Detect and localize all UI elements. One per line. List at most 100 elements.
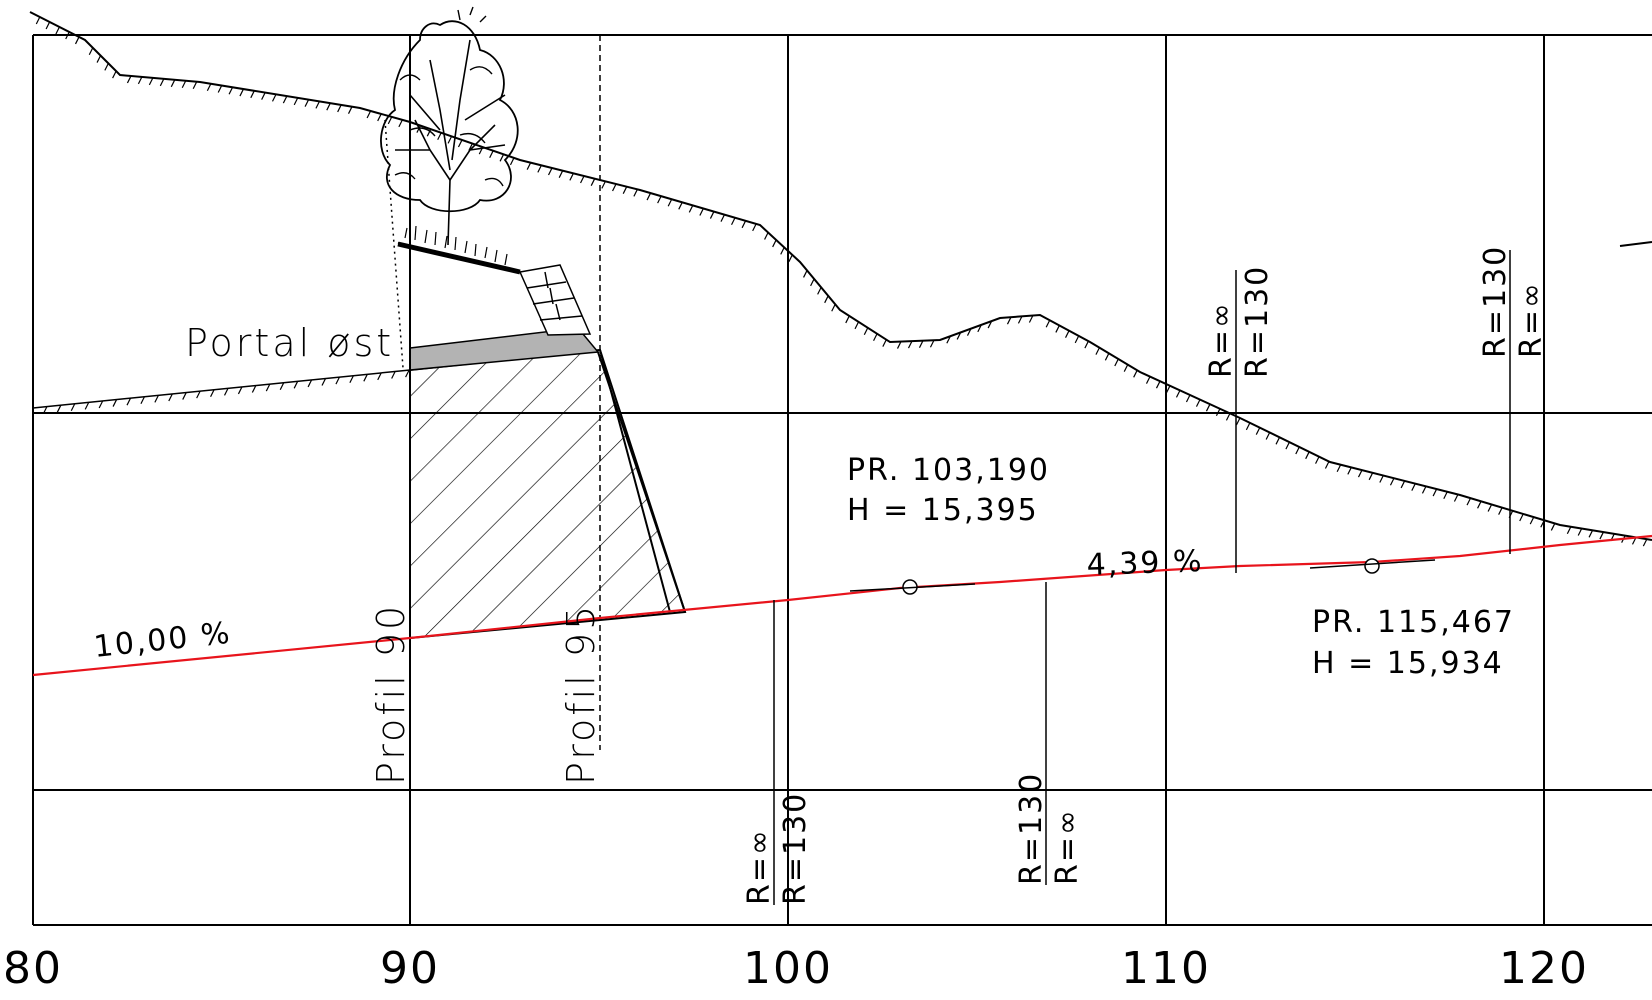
vpi-height-1: H = 15,395 — [847, 493, 1039, 528]
hatch-tick — [1432, 488, 1438, 497]
hatch-tick — [622, 186, 628, 194]
hatch-tick — [601, 181, 606, 189]
x-tick-label: 120 — [1499, 943, 1589, 994]
hatch-tick — [1421, 486, 1427, 494]
hatch-tick — [337, 104, 342, 113]
x-tick-label: 110 — [1121, 943, 1211, 994]
hatch-tick — [1540, 520, 1545, 528]
hatch-tick — [1498, 507, 1503, 515]
hatch-tick — [154, 395, 159, 403]
hatch-tick — [817, 287, 822, 295]
hatch-tick — [1588, 530, 1594, 538]
curve-label-2-top: R=130 — [1014, 772, 1049, 885]
hatch-tick — [182, 392, 187, 400]
hatch-tick — [1389, 477, 1395, 486]
hatch-tick — [569, 173, 574, 181]
hatch-tick — [741, 220, 747, 229]
hatch-tick — [148, 77, 154, 86]
hatch-tick — [1145, 376, 1151, 384]
x-tick-label: 90 — [380, 943, 440, 994]
hatch-tick — [1487, 504, 1493, 512]
hatch-tick — [1195, 399, 1201, 407]
hatch-tick — [612, 183, 617, 192]
hatch-tick — [526, 162, 532, 170]
terrain-profile — [29, 11, 1652, 547]
hatch-tick — [1453, 494, 1459, 502]
hatch-tick — [1477, 501, 1482, 509]
hatch-tick — [1006, 316, 1012, 325]
hatch-tick — [405, 369, 410, 378]
hatch-tick — [509, 157, 515, 166]
curve-marker-lines — [773, 250, 1511, 905]
hatch-tick — [363, 374, 368, 382]
hatch-tick — [98, 400, 104, 409]
hatch-tick — [35, 16, 41, 25]
vpi-station-1: PR. 103,190 — [847, 453, 1050, 488]
x-tick-label: 100 — [743, 943, 833, 994]
hatch-tick — [489, 150, 494, 159]
portal-structure — [397, 241, 687, 640]
hatch-tick — [223, 388, 229, 396]
hatch-tick — [1315, 456, 1320, 464]
hatch-tick — [45, 21, 51, 30]
hatch-tick — [499, 154, 505, 162]
hatch-tick — [709, 211, 715, 219]
hatch-tick — [1336, 464, 1342, 472]
hatch-tick — [764, 232, 769, 240]
hatch-tick — [126, 75, 132, 84]
existing-ground-line — [32, 119, 411, 414]
hatch-tick — [966, 328, 972, 336]
hatch-tick — [1368, 472, 1374, 481]
hatch-tick — [1245, 422, 1251, 431]
hatch-tick — [416, 125, 421, 133]
hatch-tick — [1104, 353, 1110, 361]
hatch-tick — [780, 247, 785, 255]
hatch-tick — [579, 175, 585, 184]
hatch-tick — [831, 303, 836, 312]
hatch-tick — [181, 80, 187, 89]
hatch-tick — [1550, 523, 1556, 531]
profile-label-95: Profil 95 — [559, 603, 603, 785]
hatch-tick — [1235, 417, 1241, 426]
hatch-tick — [929, 339, 935, 348]
hatch-tick — [1519, 513, 1524, 522]
hatch-tick — [293, 381, 299, 389]
hatch-tick — [1155, 380, 1161, 389]
hatch-tick — [810, 278, 815, 287]
hatch-tick — [845, 315, 850, 324]
curve-label-4-bottom: R=∞ — [1514, 281, 1549, 358]
hatch-tick — [907, 340, 913, 349]
hatch-tick — [657, 195, 662, 204]
hatch-tick — [1255, 427, 1261, 435]
hatch-tick — [261, 92, 266, 100]
hatch-tick — [1411, 483, 1416, 491]
hatch-tick — [457, 139, 463, 148]
hatch-tick — [590, 178, 596, 186]
hatch-tick — [468, 143, 473, 151]
hatch-tick — [1017, 316, 1023, 324]
curve-label-3-top: R=∞ — [1204, 301, 1239, 378]
hatch-tick — [217, 85, 223, 93]
hatch-tick — [1443, 491, 1448, 500]
hatch-tick — [824, 295, 829, 304]
hatch-tick — [1265, 432, 1271, 440]
hatch-tick — [688, 205, 694, 213]
hatch-tick — [1123, 364, 1129, 372]
x-tick-label: 80 — [3, 943, 63, 994]
hatch-tick — [977, 324, 982, 333]
curve-label-2-bottom: R=∞ — [1050, 808, 1085, 885]
hatch-tick — [349, 375, 354, 383]
hatch-tick — [1133, 370, 1138, 378]
hatch-tick — [699, 208, 704, 216]
hatch-tick — [558, 170, 564, 178]
hatch-tick — [646, 192, 652, 201]
hatch-tick — [667, 198, 673, 207]
hatch-tick — [104, 63, 109, 71]
hatch-tick — [96, 55, 102, 63]
hatch-tick — [271, 94, 277, 102]
hatch-tick — [1175, 390, 1181, 398]
hatch-tick — [1275, 437, 1281, 445]
hatch-tick — [1324, 461, 1330, 469]
hatch-tick — [1205, 403, 1211, 412]
hatch-tick — [918, 340, 924, 348]
